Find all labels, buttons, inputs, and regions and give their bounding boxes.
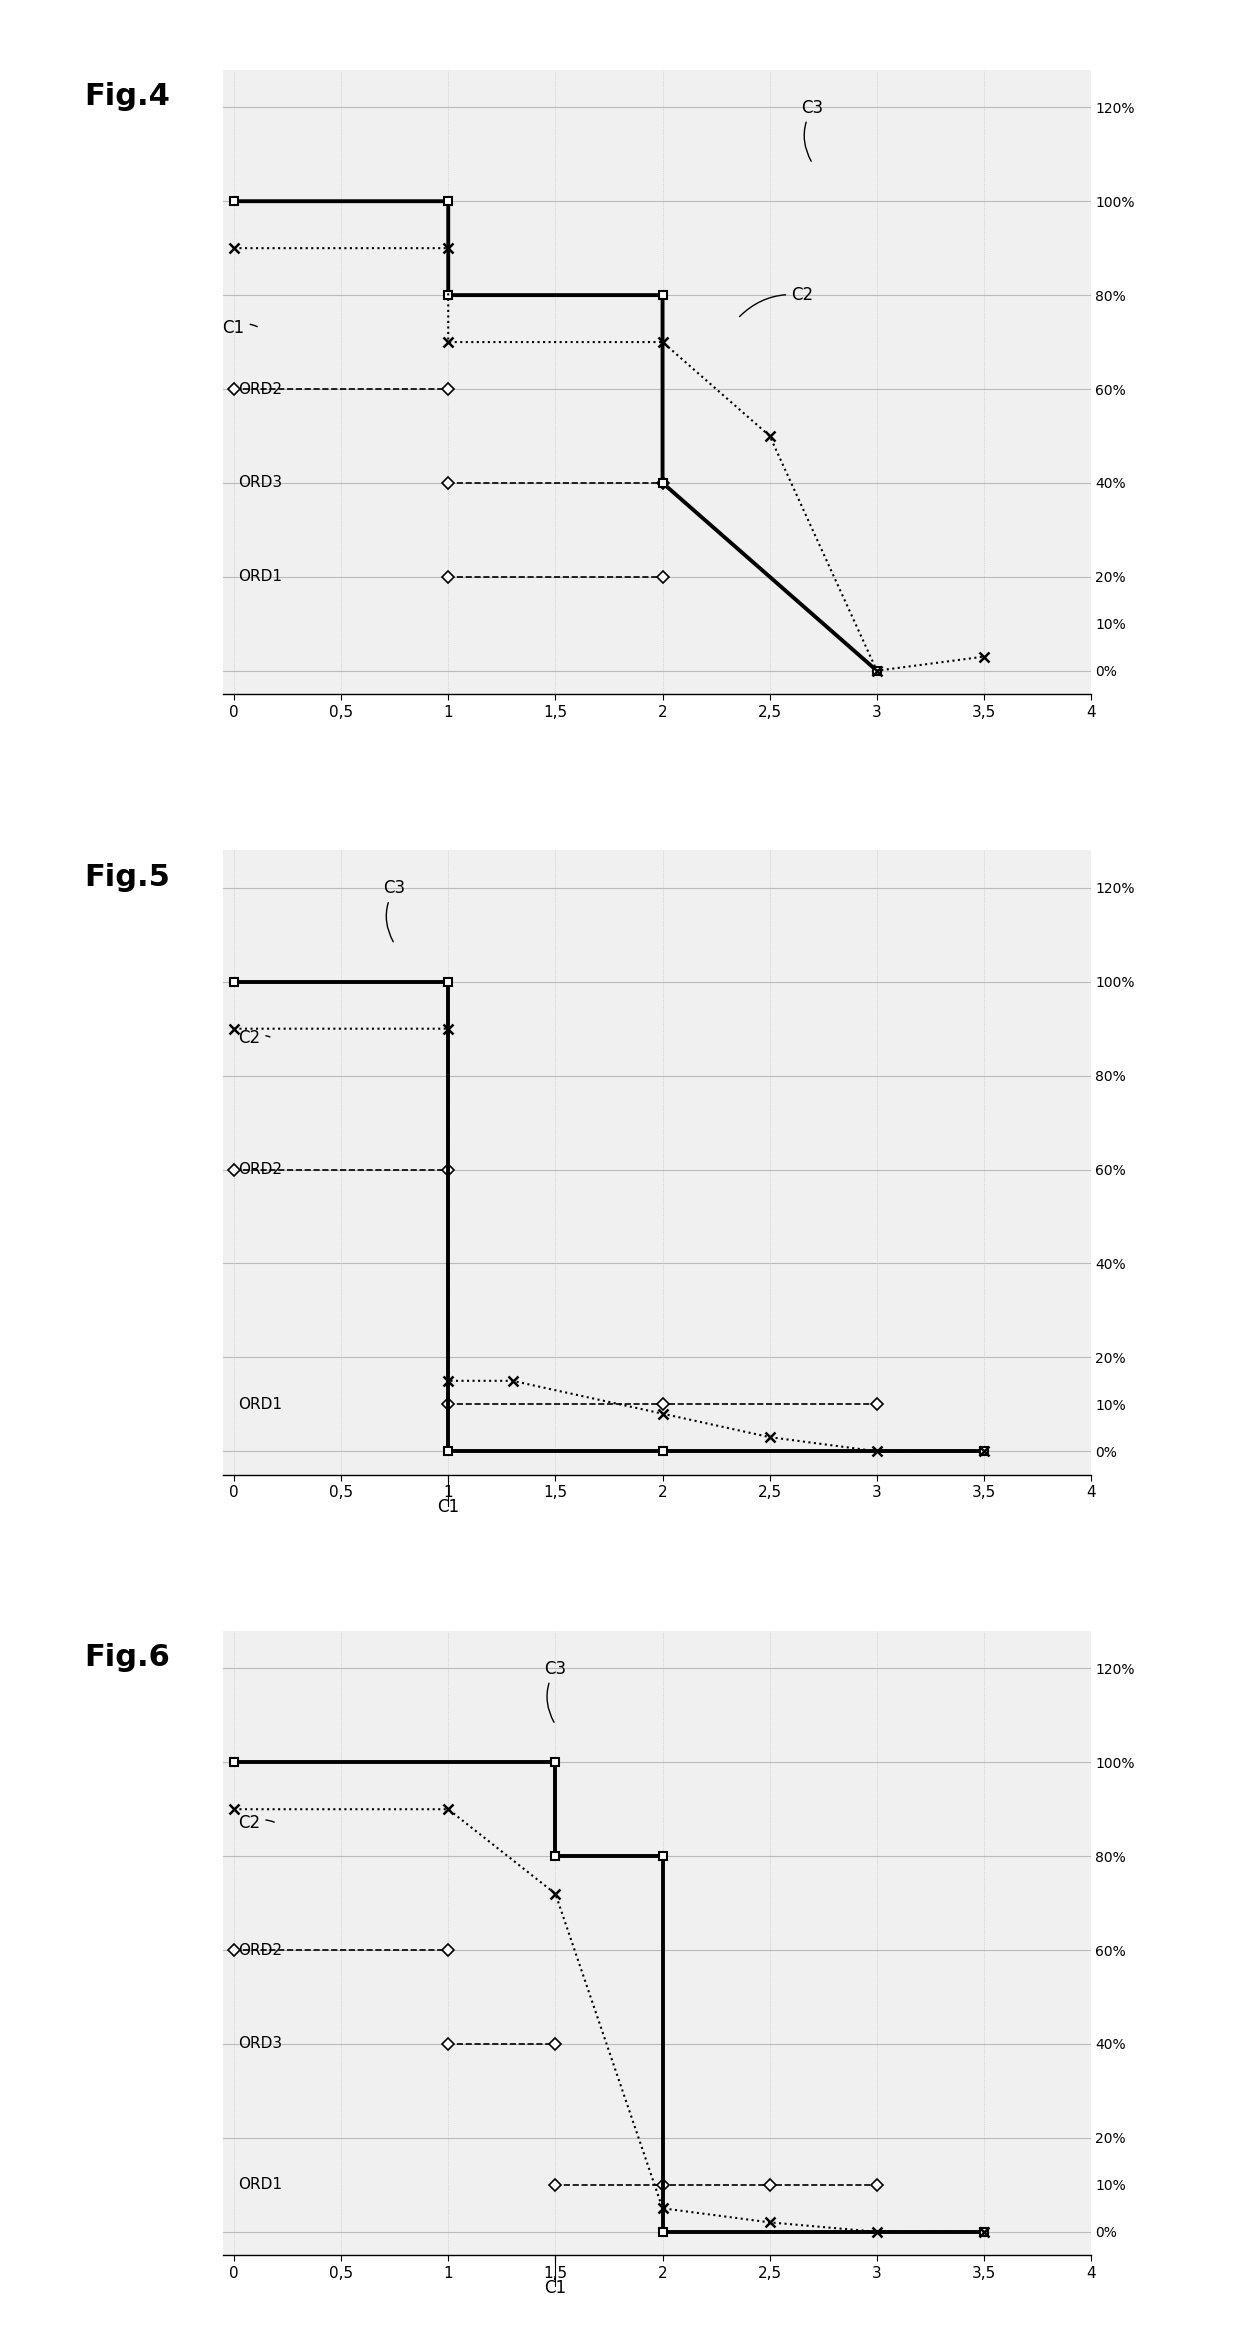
Text: C2: C2 [238,1814,274,1832]
Text: ORD1: ORD1 [238,1397,283,1411]
Text: C2: C2 [238,1030,270,1046]
Text: ORD3: ORD3 [238,474,283,491]
Text: C1: C1 [544,2278,567,2297]
Text: ORD2: ORD2 [238,381,283,398]
Text: Fig.6: Fig.6 [84,1644,170,1672]
Text: C3: C3 [544,1660,567,1723]
Text: ORD3: ORD3 [238,2037,283,2051]
Text: C1: C1 [438,1497,459,1516]
Text: C3: C3 [801,98,823,160]
Text: C3: C3 [383,879,405,942]
Text: Fig.4: Fig.4 [84,81,170,112]
Text: C2: C2 [739,286,813,316]
Text: ORD1: ORD1 [238,570,283,584]
Text: ORD2: ORD2 [238,1162,283,1176]
Text: Fig.5: Fig.5 [84,863,170,893]
Text: ORD1: ORD1 [238,2176,283,2192]
Text: ORD2: ORD2 [238,1944,283,1958]
Text: C1: C1 [222,319,257,337]
